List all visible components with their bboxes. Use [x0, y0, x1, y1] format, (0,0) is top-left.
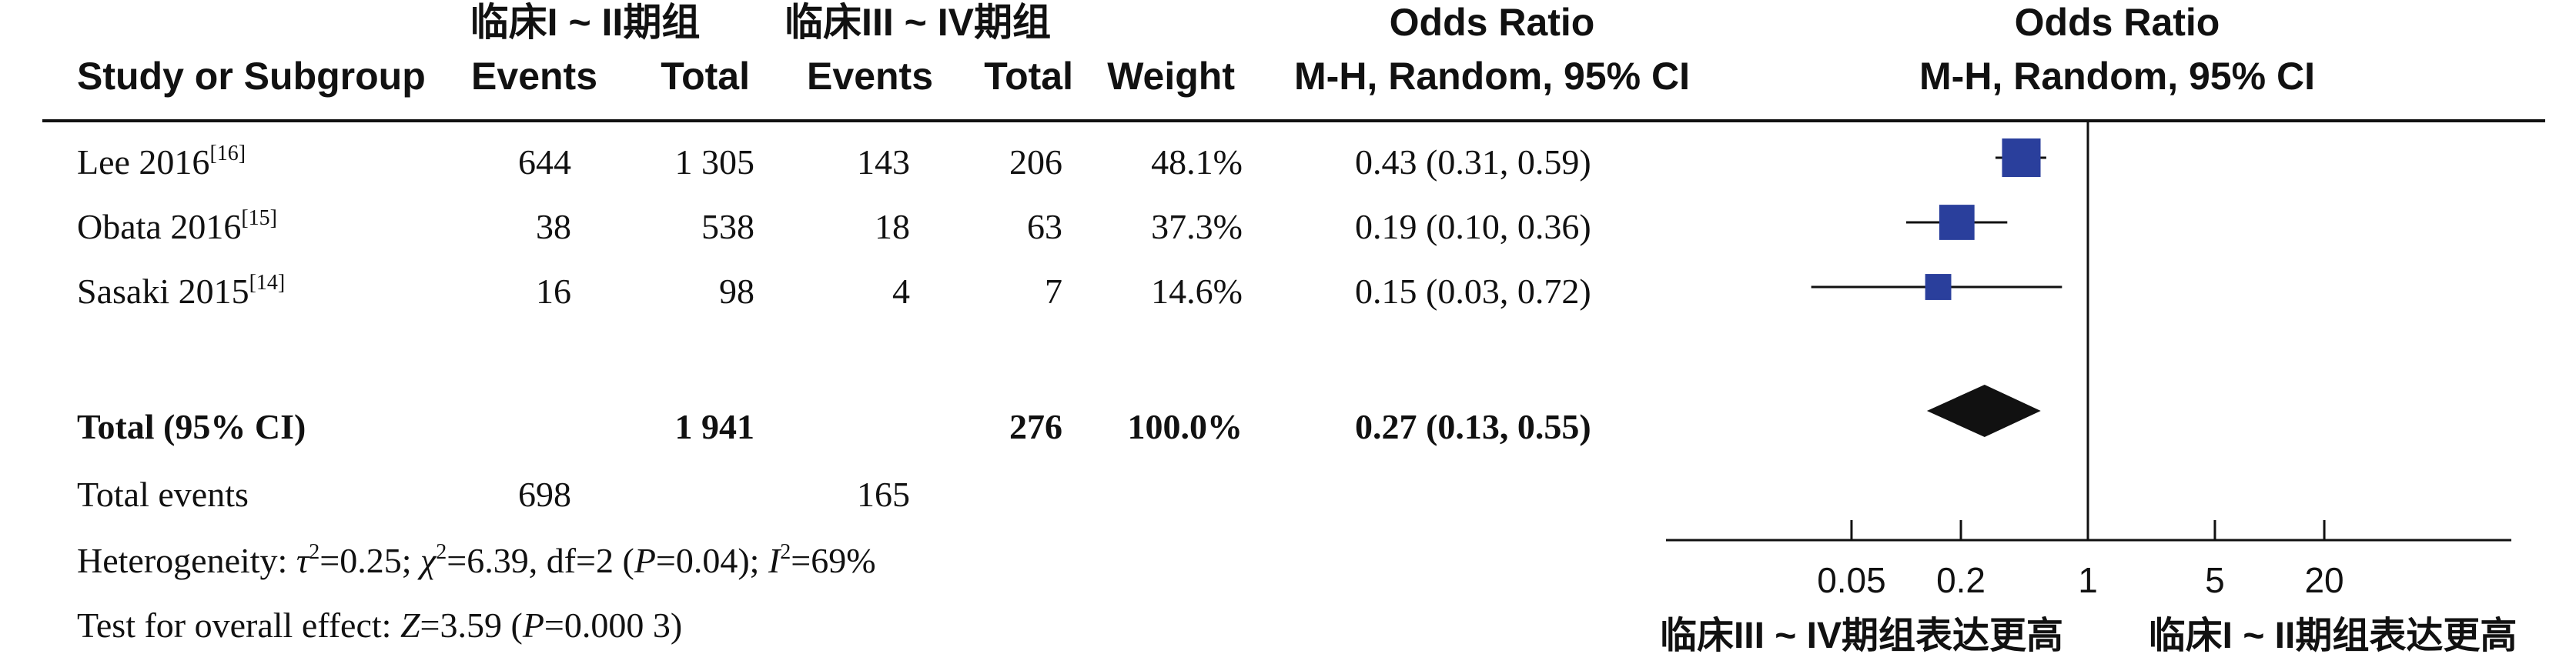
het-p-rest: =0.04); [656, 541, 768, 580]
study-name-text: Lee 2016 [77, 142, 209, 182]
total1-header-label: Total [661, 55, 750, 98]
het-tau-sq: 2 [309, 540, 319, 564]
total-row-label: Total (95% CI) [77, 407, 306, 446]
x-axis-tick-label: 20 [2304, 560, 2343, 600]
total-group1: 538 [701, 207, 754, 246]
het-i: I [768, 541, 782, 580]
events-group2: 143 [857, 142, 910, 182]
or-method-table: M-H, Random, 95% CI [1294, 55, 1690, 98]
total-group1: 1 305 [675, 142, 755, 182]
overall-z: Z [400, 606, 420, 645]
overall-prefix: Test for overall effect: [77, 606, 400, 645]
total2-header: Total [984, 55, 1073, 98]
x-axis-tick-label: 1 [2078, 560, 2098, 600]
overall-z-rest: =3.59 ( [420, 606, 523, 645]
het-tau-rest: =0.25; [319, 541, 420, 580]
study-name-text: Sasaki 2015 [77, 272, 249, 311]
study-name: Lee 2016[16] [77, 142, 246, 182]
weight-cell: 48.1% [1151, 142, 1243, 182]
events-group1: 16 [536, 272, 571, 311]
events-group2: 18 [875, 207, 910, 246]
study-reference: [16] [209, 142, 246, 165]
het-i-sq: 2 [780, 540, 791, 564]
total-row-total2: 276 [1009, 407, 1062, 446]
total-events-group2: 165 [857, 475, 910, 514]
total-events-label: Total events [77, 475, 249, 514]
total-row-ci: 0.27 (0.13, 0.55) [1355, 407, 1591, 446]
study-name: Sasaki 2015[14] [77, 271, 285, 311]
het-chi: χ [417, 541, 437, 580]
x-axis-tick-label: 0.2 [1936, 560, 1986, 600]
or-ci-cell: 0.15 (0.03, 0.72) [1355, 272, 1591, 311]
total-group1: 98 [719, 272, 754, 311]
total-row-weight: 100.0% [1128, 407, 1243, 446]
total-row-total1: 1 941 [675, 407, 755, 446]
pooled-effect-diamond [1926, 385, 2041, 437]
heterogeneity-text: Heterogeneity: τ2=0.25; χ2=6.39, df=2 (P… [77, 540, 876, 580]
overall-p: P [522, 606, 544, 645]
het-tau: τ [296, 541, 310, 580]
het-prefix: Heterogeneity: [77, 541, 296, 580]
total-group2: 206 [1009, 142, 1062, 182]
axis-label-right: 临床I ~ II期组表达更高 [2149, 616, 2517, 656]
weight-cell: 37.3% [1151, 207, 1243, 246]
study-effect-square [2002, 138, 2041, 178]
weight-cell: 14.6% [1151, 272, 1243, 311]
events-group2: 4 [892, 272, 910, 311]
or-method-plot: M-H, Random, 95% CI [1919, 55, 2315, 98]
forest-plot-area: 0.05 0.2 1 5 20 [1666, 121, 2511, 600]
or-ci-cell: 0.19 (0.10, 0.36) [1355, 207, 1591, 246]
events1-header: Events [471, 55, 597, 98]
total-group2: 7 [1045, 272, 1062, 311]
or-title-table: Odds Ratio [1390, 1, 1595, 44]
overall-effect-text: Test for overall effect: Z=3.59 (P=0.000… [77, 606, 682, 645]
study-name: Obata 2016[15] [77, 206, 277, 246]
x-axis-tick-label: 0.05 [1817, 560, 1886, 600]
study-reference: [14] [249, 271, 286, 295]
het-chi-rest: =6.39, df=2 ( [447, 541, 634, 580]
group1-header: 临床I ~ II期组 [470, 1, 701, 44]
or-title-plot: Odds Ratio [2015, 1, 2220, 44]
study-column-header: Study or Subgroup [77, 55, 426, 98]
study-effect-square [1939, 205, 1975, 240]
het-p: P [634, 541, 656, 580]
x-axis-tick-label: 5 [2205, 560, 2225, 600]
study-reference: [15] [241, 206, 277, 230]
study-rows: Lee 2016[16] 644 1 305 143 206 48.1% 0.43 (0.3… [77, 142, 1591, 311]
total-group2: 63 [1027, 207, 1062, 246]
het-i-rest: =69% [791, 541, 875, 580]
overall-p-rest: =0.000 3) [544, 606, 682, 645]
group2-header: 临床III ~ IV期组 [785, 1, 1051, 44]
events2-header: Events [807, 55, 933, 98]
het-chi-sq: 2 [436, 540, 447, 564]
study-effect-square [1925, 274, 1952, 300]
events-group1: 38 [536, 207, 571, 246]
total-events-group1: 698 [518, 475, 571, 514]
axis-label-left: 临床III ~ IV期组表达更高 [1660, 616, 2063, 656]
study-name-text: Obata 2016 [77, 207, 241, 246]
events-group1: 644 [518, 142, 571, 182]
or-ci-cell: 0.43 (0.31, 0.59) [1355, 142, 1591, 182]
weight-header: Weight [1107, 55, 1235, 98]
